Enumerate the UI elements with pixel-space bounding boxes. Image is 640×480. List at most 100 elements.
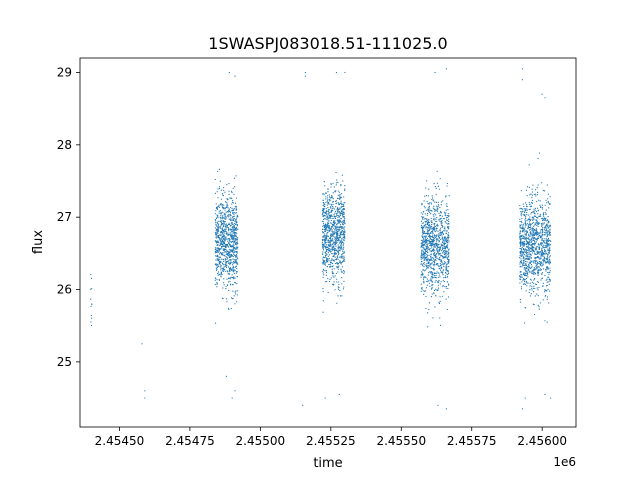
data-point [519, 218, 521, 220]
data-point [447, 287, 449, 290]
data-point [432, 199, 434, 201]
data-point [433, 234, 436, 236]
data-point [326, 234, 328, 236]
data-point [544, 219, 546, 221]
data-point [230, 217, 232, 219]
data-point [331, 226, 333, 228]
data-point [334, 210, 337, 213]
data-point [428, 234, 430, 236]
data-point [227, 277, 230, 280]
data-point [218, 210, 220, 212]
data-point [327, 260, 329, 263]
data-point [224, 229, 227, 231]
data-point [216, 225, 218, 227]
data-point [547, 237, 550, 240]
data-point [234, 251, 236, 253]
data-point [325, 215, 327, 217]
data-point [526, 231, 529, 233]
data-point [228, 308, 230, 311]
data-point [230, 241, 232, 243]
data-point [535, 268, 537, 270]
data-point [342, 208, 344, 210]
data-point [327, 255, 329, 257]
data-point [343, 216, 345, 218]
data-point [543, 258, 545, 260]
data-point [232, 202, 235, 204]
data-point [226, 203, 228, 205]
data-point [421, 254, 424, 256]
data-point [437, 281, 439, 283]
data-point [219, 248, 221, 251]
data-point [432, 241, 434, 243]
data-point [436, 250, 438, 253]
data-point [223, 214, 225, 216]
data-point [424, 244, 426, 246]
data-point [234, 75, 236, 77]
data-point [226, 278, 228, 280]
data-point [227, 281, 230, 283]
data-point [325, 207, 327, 210]
data-point [548, 283, 550, 285]
data-point [442, 233, 445, 235]
data-point [521, 211, 523, 213]
data-point [341, 210, 343, 213]
data-point [332, 234, 334, 236]
data-point [429, 241, 431, 243]
data-point [546, 235, 548, 237]
data-point [427, 274, 429, 276]
data-point [423, 225, 425, 227]
data-point [225, 266, 228, 269]
data-point [336, 251, 338, 253]
data-point [216, 268, 218, 271]
data-point [235, 222, 237, 224]
data-point [526, 258, 529, 260]
data-point [543, 228, 545, 230]
data-point [536, 234, 538, 236]
data-point [328, 226, 330, 228]
data-point [540, 235, 543, 237]
data-point [544, 204, 546, 206]
data-point [544, 241, 546, 243]
data-point [423, 276, 425, 278]
data-point [332, 235, 334, 237]
data-point [427, 231, 429, 233]
data-point [445, 209, 447, 211]
data-point [342, 245, 344, 247]
data-point [523, 267, 526, 269]
data-point [340, 184, 342, 187]
data-point [227, 266, 230, 268]
data-point [531, 188, 533, 190]
data-point [446, 185, 448, 187]
data-point [540, 228, 543, 231]
data-point [433, 240, 436, 242]
data-point [538, 223, 540, 225]
data-point [340, 200, 342, 202]
data-point [526, 205, 528, 208]
data-point [520, 249, 523, 251]
data-point [439, 206, 441, 209]
data-point [435, 280, 437, 282]
data-point [443, 266, 445, 268]
data-point [547, 249, 549, 252]
data-point [234, 277, 236, 279]
data-point [532, 247, 534, 249]
data-point [236, 214, 238, 216]
data-point [233, 215, 235, 217]
data-point [429, 211, 431, 213]
data-point [446, 251, 448, 253]
data-point [422, 258, 424, 260]
data-point [432, 228, 434, 230]
data-point [336, 237, 339, 239]
data-point [229, 219, 232, 222]
data-point [436, 247, 438, 249]
data-point [232, 212, 234, 214]
data-point [426, 253, 428, 255]
data-point [528, 208, 530, 211]
data-point [337, 286, 339, 288]
data-point [342, 216, 344, 218]
data-point [344, 71, 346, 74]
data-point [335, 243, 338, 245]
data-point [215, 222, 217, 224]
data-point [327, 277, 329, 280]
